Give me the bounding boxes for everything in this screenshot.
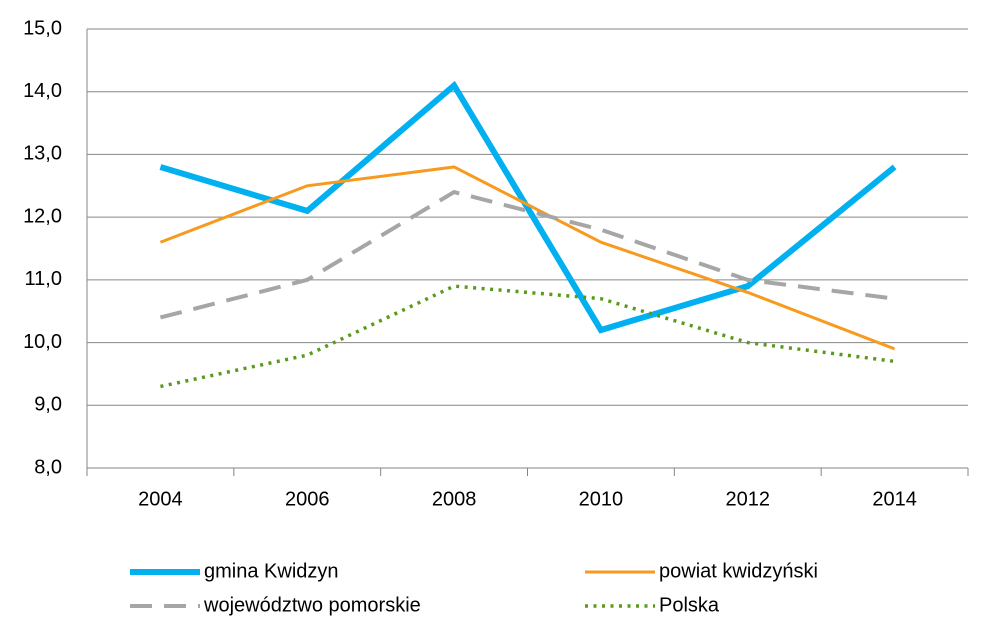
series-line: [160, 284, 895, 389]
series-line: [159, 80, 897, 334]
x-tick-label: 2006: [285, 488, 330, 510]
y-tick-label: 11,0: [25, 268, 62, 290]
x-tick-label: 2004: [138, 488, 183, 510]
y-tick-label: 14,0: [23, 80, 62, 102]
y-tick-label: 15,0: [23, 17, 62, 39]
y-tick-label: 10,0: [23, 331, 62, 353]
legend-label: województwo pomorskie: [203, 594, 421, 616]
series-line: [159, 189, 895, 320]
x-tick-label: 2010: [579, 488, 624, 510]
legend-label: powiat kwidzyński: [659, 560, 818, 582]
legend-label: gmina Kwidzyn: [204, 560, 339, 582]
y-tick-label: 13,0: [23, 143, 62, 165]
x-tick-label: 2014: [872, 488, 917, 510]
y-tick-label: 9,0: [34, 394, 62, 416]
x-tick-label: 2008: [432, 488, 477, 510]
series-line: [159, 165, 896, 351]
x-tick-label: 2012: [726, 488, 771, 510]
legend-label: Polska: [659, 594, 720, 616]
y-tick-label: 8,0: [34, 456, 62, 478]
y-tick-label: 12,0: [23, 205, 62, 227]
